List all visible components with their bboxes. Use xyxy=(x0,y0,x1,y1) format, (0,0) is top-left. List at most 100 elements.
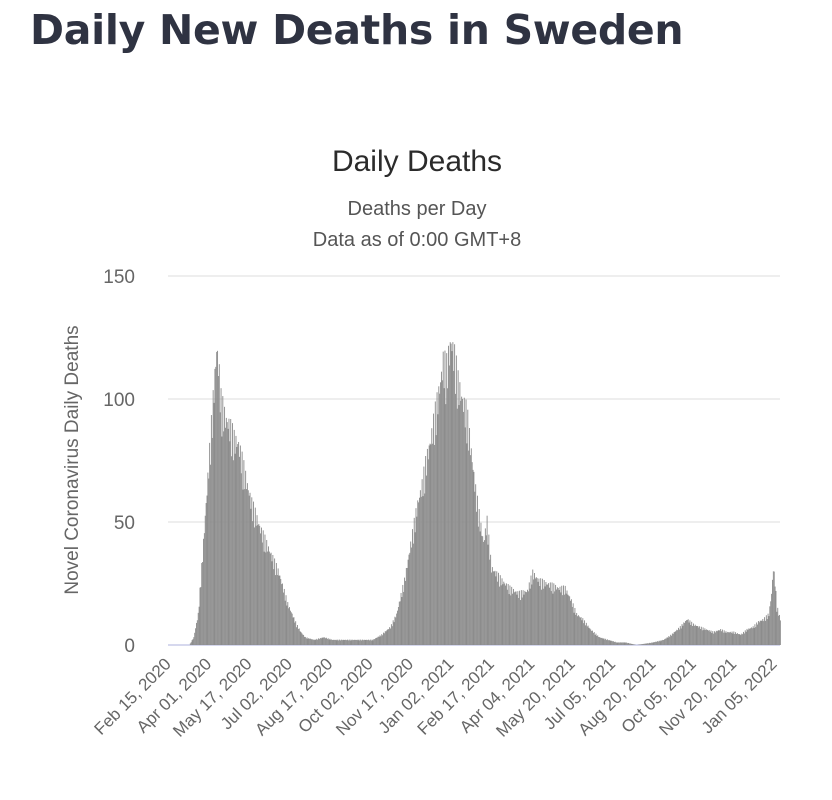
bar xyxy=(728,632,730,645)
bar xyxy=(776,611,778,645)
bar xyxy=(668,636,670,645)
bar xyxy=(679,626,681,645)
bar xyxy=(530,575,532,645)
bar xyxy=(439,393,441,645)
bar xyxy=(305,638,307,645)
bar xyxy=(240,473,242,645)
bar xyxy=(652,642,654,645)
bar xyxy=(754,624,756,645)
bar xyxy=(722,632,724,645)
bar xyxy=(282,592,284,645)
bar xyxy=(239,445,241,645)
bar xyxy=(483,541,485,645)
bar xyxy=(322,637,324,645)
bar xyxy=(280,579,282,645)
bar xyxy=(499,575,501,645)
bar xyxy=(247,490,249,645)
bar xyxy=(558,589,560,645)
bar xyxy=(491,567,493,645)
bar xyxy=(372,640,374,645)
bar xyxy=(246,483,248,645)
bar xyxy=(684,622,686,645)
bar xyxy=(402,584,404,645)
bar xyxy=(492,571,494,645)
bar-layer xyxy=(189,342,781,645)
bar xyxy=(203,538,204,645)
bar xyxy=(478,509,480,645)
bar xyxy=(729,631,731,645)
bar xyxy=(701,630,703,645)
bar xyxy=(664,638,666,645)
bar xyxy=(200,587,202,645)
bar xyxy=(755,627,757,645)
bar xyxy=(488,534,490,645)
bar xyxy=(605,638,607,645)
bar xyxy=(642,644,643,645)
bar xyxy=(498,586,500,645)
bar xyxy=(552,593,554,645)
bar xyxy=(194,632,196,645)
bar xyxy=(585,622,587,645)
bar xyxy=(325,638,327,645)
bar xyxy=(561,585,563,645)
bar xyxy=(500,585,502,645)
bar xyxy=(673,632,675,645)
bar xyxy=(629,643,631,645)
bar xyxy=(553,583,555,645)
bar xyxy=(744,630,746,645)
bar xyxy=(192,639,194,645)
bar xyxy=(746,628,748,645)
bar xyxy=(611,640,613,645)
bar xyxy=(265,552,267,645)
bar xyxy=(470,448,472,645)
bar xyxy=(230,418,232,645)
bar xyxy=(197,612,199,645)
bar xyxy=(654,642,656,645)
bar xyxy=(495,576,497,645)
bar xyxy=(426,475,427,645)
bar xyxy=(731,631,733,645)
bar xyxy=(467,409,469,645)
bar xyxy=(565,593,567,645)
bar xyxy=(482,536,484,645)
bar xyxy=(250,508,252,645)
bar xyxy=(253,501,255,645)
bar xyxy=(422,496,424,645)
bar xyxy=(508,594,510,645)
bar xyxy=(225,417,227,645)
bar xyxy=(440,371,442,645)
bar xyxy=(232,460,234,645)
bar xyxy=(773,571,775,645)
bar xyxy=(332,639,334,645)
bar xyxy=(381,634,383,645)
bar xyxy=(449,342,451,645)
bar xyxy=(691,621,693,645)
bar xyxy=(609,640,611,645)
bar xyxy=(550,591,552,645)
bar xyxy=(587,625,589,645)
bar xyxy=(676,629,678,645)
bar xyxy=(511,586,513,645)
bar xyxy=(326,639,328,645)
bar xyxy=(221,436,223,645)
bar xyxy=(650,642,652,645)
bar xyxy=(555,584,557,645)
bar xyxy=(666,637,668,645)
bar xyxy=(315,639,317,645)
bar xyxy=(269,553,271,645)
bar xyxy=(289,607,291,645)
bar xyxy=(700,628,701,645)
bar xyxy=(620,642,622,645)
bar xyxy=(264,534,266,645)
bar xyxy=(346,640,348,645)
bar xyxy=(704,628,706,645)
bar xyxy=(504,583,506,645)
bar xyxy=(533,579,535,645)
bar xyxy=(210,464,211,645)
bar xyxy=(271,561,273,645)
bar xyxy=(459,382,461,645)
bar xyxy=(464,427,466,645)
bar xyxy=(593,632,595,645)
bar xyxy=(440,382,442,645)
